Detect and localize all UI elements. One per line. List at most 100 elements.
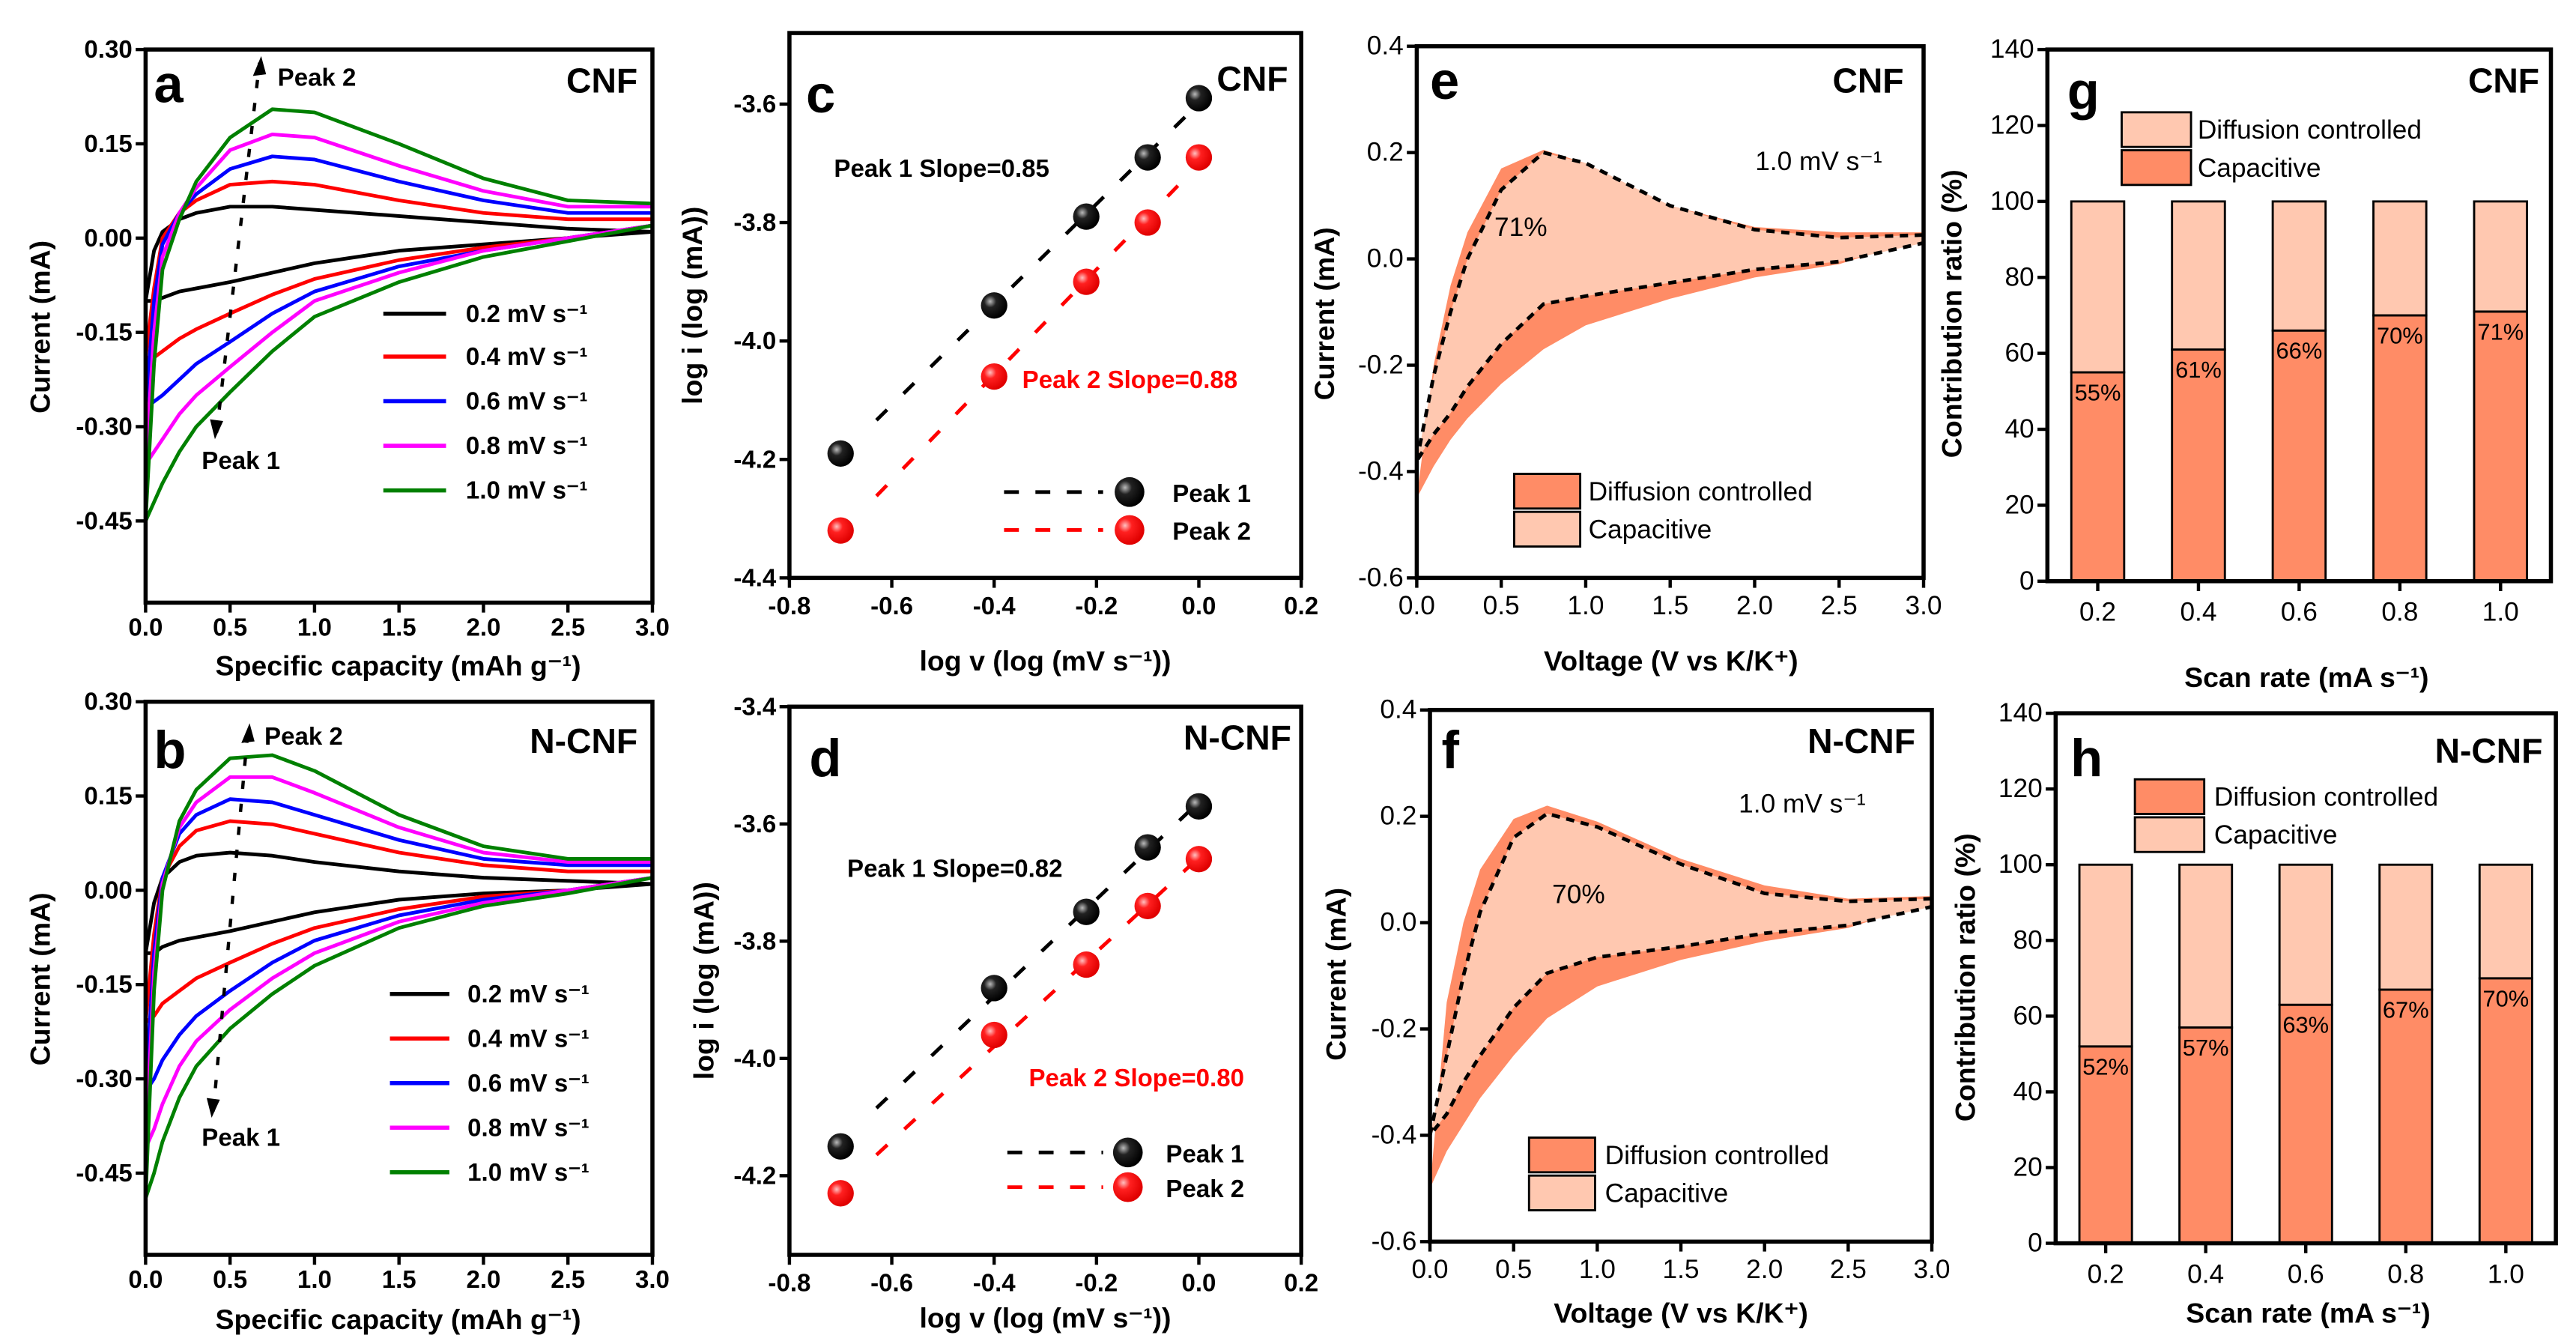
x-tick-label: 1.0 — [297, 614, 332, 642]
bar-data-label: 70% — [2377, 322, 2423, 348]
panel-letter: a — [154, 55, 184, 114]
data-point — [1185, 793, 1213, 820]
x-tick-label: 0.2 — [1284, 593, 1318, 620]
legend-label: 0.6 mV s⁻¹ — [466, 388, 588, 416]
y-tick-label: -4.2 — [733, 446, 776, 473]
plot-frame — [787, 31, 1303, 581]
peak-trend-arrow — [214, 62, 261, 433]
legend-swatch — [1527, 1174, 1596, 1211]
y-axis-label: Contribution ratio (%) — [1949, 833, 1981, 1121]
peak-label: Peak 1 — [201, 1124, 280, 1152]
bar-bottom-segment — [2078, 1045, 2133, 1244]
y-tick-label: 80 — [2013, 925, 2042, 954]
peak-label: Peak 1 — [201, 447, 280, 475]
data-point — [1073, 268, 1100, 295]
panel-letter: g — [2067, 61, 2100, 120]
arrow-down-icon — [210, 419, 223, 440]
panel-b: 0.2 mV s⁻¹ 0.4 mV s⁻¹ 0.6 mV s⁻¹ 0.8 mV s⁻¹… — [25, 688, 670, 1335]
x-axis-label: log v (log (mV s⁻¹)) — [920, 1302, 1172, 1334]
y-tick-label: 0.4 — [1367, 31, 1404, 61]
bar-bottom-segment — [2378, 988, 2434, 1244]
y-tick-label: 100 — [1998, 850, 2043, 879]
sample-label: CNF — [1832, 61, 1903, 100]
legend-label: 0.8 mV s⁻¹ — [466, 432, 588, 460]
y-tick-label: 40 — [2013, 1077, 2042, 1106]
arrow-up-icon — [252, 55, 267, 76]
y-tick-label: 120 — [1990, 111, 2034, 140]
y-tick-label: -0.4 — [1358, 456, 1404, 485]
scan-rate-label: 1.0 mV s⁻¹ — [1755, 147, 1882, 176]
x-tick-label: 0.0 — [1182, 1269, 1216, 1297]
legend-label: 0.8 mV s⁻¹ — [467, 1114, 590, 1142]
sample-label: N-CNF — [2435, 731, 2543, 770]
legend-label: Capacitive — [2214, 820, 2338, 850]
y-tick-label: -0.45 — [76, 1160, 132, 1187]
y-tick-label: 140 — [1990, 34, 2034, 64]
x-tick-label: 3.0 — [635, 614, 670, 642]
legend-label: 0.2 mV s⁻¹ — [466, 300, 588, 328]
y-tick-label: -3.6 — [733, 91, 776, 118]
data-point — [1134, 209, 1161, 236]
y-tick-label: 60 — [2013, 1001, 2042, 1030]
y-tick-label: 0.30 — [84, 688, 132, 716]
bar-bottom-segment — [2372, 314, 2428, 583]
x-tick-label: 0.2 — [1284, 1269, 1318, 1297]
plot-frame — [2053, 711, 2558, 1246]
x-tick-label: 1.0 — [297, 1266, 332, 1294]
bar-top-segment — [2478, 863, 2533, 980]
x-tick-label: 0.5 — [213, 1266, 247, 1294]
x-axis-label: log v (log (mV s⁻¹)) — [920, 645, 1172, 676]
peak-trend-arrow — [211, 729, 250, 1112]
slope-label: Peak 1 Slope=0.82 — [847, 855, 1063, 883]
panel-h: 52% 0.2 57% 0.4 63% 0.6 67% 0.8 70% 1.0 Diffusion … — [1949, 698, 2558, 1328]
x-tick-label: 0.8 — [2387, 1259, 2424, 1289]
x-tick-label: 0.8 — [2381, 598, 2418, 627]
y-tick-label: -4.4 — [733, 564, 777, 592]
bar-top-segment — [2271, 200, 2327, 332]
bar-data-label: 52% — [2082, 1053, 2129, 1080]
arrow-down-icon — [206, 1098, 220, 1119]
legend-label: Peak 1 — [1166, 1141, 1244, 1169]
y-tick-label: -0.30 — [76, 414, 132, 441]
x-tick-label: 3.0 — [1914, 1255, 1951, 1284]
data-point — [827, 517, 854, 544]
x-tick-label: 2.5 — [1821, 591, 1858, 620]
sample-label: N-CNF — [1807, 721, 1915, 760]
x-tick-label: 2.0 — [466, 1266, 500, 1294]
x-tick-label: 1.5 — [382, 1266, 416, 1294]
panel-e: Diffusion controlled Capacitive 1.0 mV s⁻¹… — [1309, 31, 1942, 676]
x-tick-label: 0.0 — [128, 614, 163, 642]
y-tick-label: -0.4 — [1372, 1120, 1417, 1149]
legend-swatch — [1513, 473, 1582, 510]
slope-label: Peak 1 Slope=0.85 — [834, 155, 1049, 183]
y-tick-label: -0.2 — [1358, 351, 1404, 380]
slope-label: Peak 2 Slope=0.88 — [1022, 366, 1238, 394]
x-tick-label: 2.5 — [551, 614, 585, 642]
panel-letter: c — [806, 64, 835, 124]
y-tick-label: -3.6 — [733, 811, 776, 838]
capacitive-area — [1428, 811, 1934, 1136]
sample-label: N-CNF — [530, 721, 637, 760]
bar-top-segment — [2278, 863, 2333, 1006]
y-tick-label: 0 — [2019, 566, 2034, 596]
slope-label: Peak 2 Slope=0.80 — [1028, 1065, 1244, 1092]
x-tick-label: 1.0 — [2488, 1259, 2524, 1289]
y-tick-label: 0.2 — [1380, 802, 1416, 831]
y-axis-label: Contribution ratio (%) — [1936, 169, 1968, 458]
legend-label: 1.0 mV s⁻¹ — [466, 477, 588, 505]
x-tick-label: 1.0 — [1579, 1255, 1616, 1284]
sample-label: N-CNF — [1184, 718, 1291, 757]
y-tick-label: 20 — [2013, 1153, 2042, 1182]
sample-label: CNF — [2468, 61, 2539, 100]
y-tick-label: 0 — [2028, 1229, 2043, 1258]
legend-swatch — [2133, 816, 2206, 853]
legend-label: Peak 1 — [1172, 480, 1251, 508]
panel-letter: e — [1430, 51, 1459, 110]
cv-curve-1 — [143, 850, 655, 955]
y-tick-label: 20 — [2004, 490, 2034, 519]
y-tick-label: 60 — [2004, 339, 2034, 368]
panel-c: Peak 1 Peak 1 Slope=0.85 Peak 2 Peak 2 Slop… — [676, 31, 1318, 676]
x-tick-label: 2.5 — [1830, 1255, 1867, 1284]
bar-top-segment — [2171, 200, 2226, 351]
y-tick-label: -4.2 — [733, 1162, 776, 1190]
